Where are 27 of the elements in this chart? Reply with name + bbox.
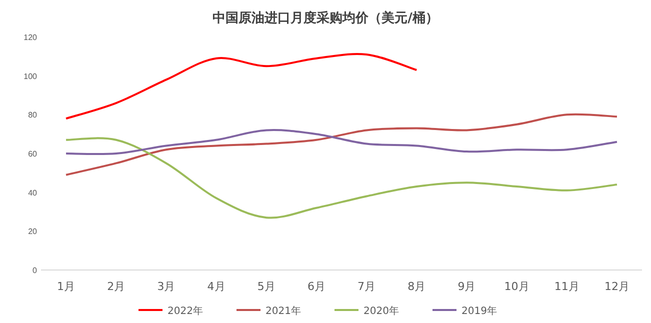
x-tick-label: 3月 <box>157 280 176 293</box>
x-tick-label: 8月 <box>408 280 426 293</box>
legend-label: 2019年 <box>462 305 497 317</box>
y-tick-label: 120 <box>24 33 38 42</box>
x-tick-label: 6月 <box>307 280 326 293</box>
chart-title: 中国原油进口月度采购均价（美元/桶） <box>212 10 438 26</box>
x-tick-label: 2月 <box>107 280 126 293</box>
x-tick-label: 5月 <box>257 280 276 293</box>
legend-label: 2020年 <box>364 305 399 317</box>
x-tick-label: 12月 <box>604 280 630 293</box>
line-series <box>65 128 618 156</box>
x-tick-label: 1月 <box>57 280 76 293</box>
y-tick-label: 20 <box>28 227 38 236</box>
line-series <box>65 113 618 176</box>
legend-label: 2022年 <box>168 305 203 317</box>
x-tick-label: 9月 <box>458 280 476 293</box>
y-tick-label: 80 <box>28 110 38 120</box>
x-tick-label: 10月 <box>504 280 530 293</box>
x-tick-label: 7月 <box>358 280 376 293</box>
y-tick-label: 100 <box>24 72 38 81</box>
y-tick-label: 40 <box>28 188 38 198</box>
line-series <box>65 52 418 120</box>
y-tick-label: 60 <box>28 150 38 158</box>
y-tick-label: 0 <box>32 266 38 275</box>
x-tick-label: 4月 <box>207 280 226 293</box>
x-tick-label: 11月 <box>554 280 580 293</box>
legend-label: 2021年 <box>266 305 301 317</box>
